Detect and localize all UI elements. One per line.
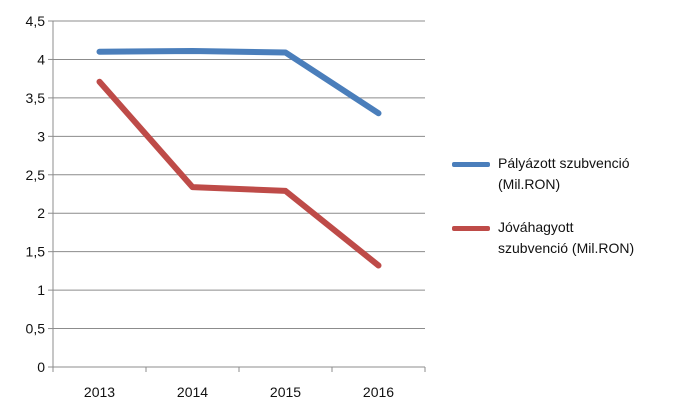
x-tick-label: 2015 xyxy=(270,384,301,400)
y-tick-label: 1 xyxy=(37,282,45,298)
legend-label: szubvenció (Mil.RON) xyxy=(498,240,635,256)
legend-swatch-blue xyxy=(452,162,490,167)
legend-label: Jóváhagyott xyxy=(498,219,574,235)
x-tick-label: 2016 xyxy=(363,384,394,400)
y-tick-label: 2 xyxy=(37,205,45,221)
y-tick-label: 2,5 xyxy=(26,167,46,183)
y-tick-label: 3,5 xyxy=(26,90,46,106)
legend-swatch-red xyxy=(452,226,490,231)
x-tick-label: 2014 xyxy=(177,384,208,400)
series-line-0 xyxy=(96,47,382,117)
y-tick-label: 4 xyxy=(37,51,45,67)
y-tick-label: 0 xyxy=(37,359,45,375)
y-tick-label: 1,5 xyxy=(26,244,46,260)
series-line-1 xyxy=(96,78,382,269)
y-tick-label: 4,5 xyxy=(26,13,46,29)
legend-label: (Mil.RON) xyxy=(498,176,561,192)
y-tick-label: 0,5 xyxy=(26,321,46,337)
legend-label: Pályázott szubvenció xyxy=(498,155,630,171)
x-tick-label: 2013 xyxy=(84,384,115,400)
y-tick-label: 3 xyxy=(37,128,45,144)
